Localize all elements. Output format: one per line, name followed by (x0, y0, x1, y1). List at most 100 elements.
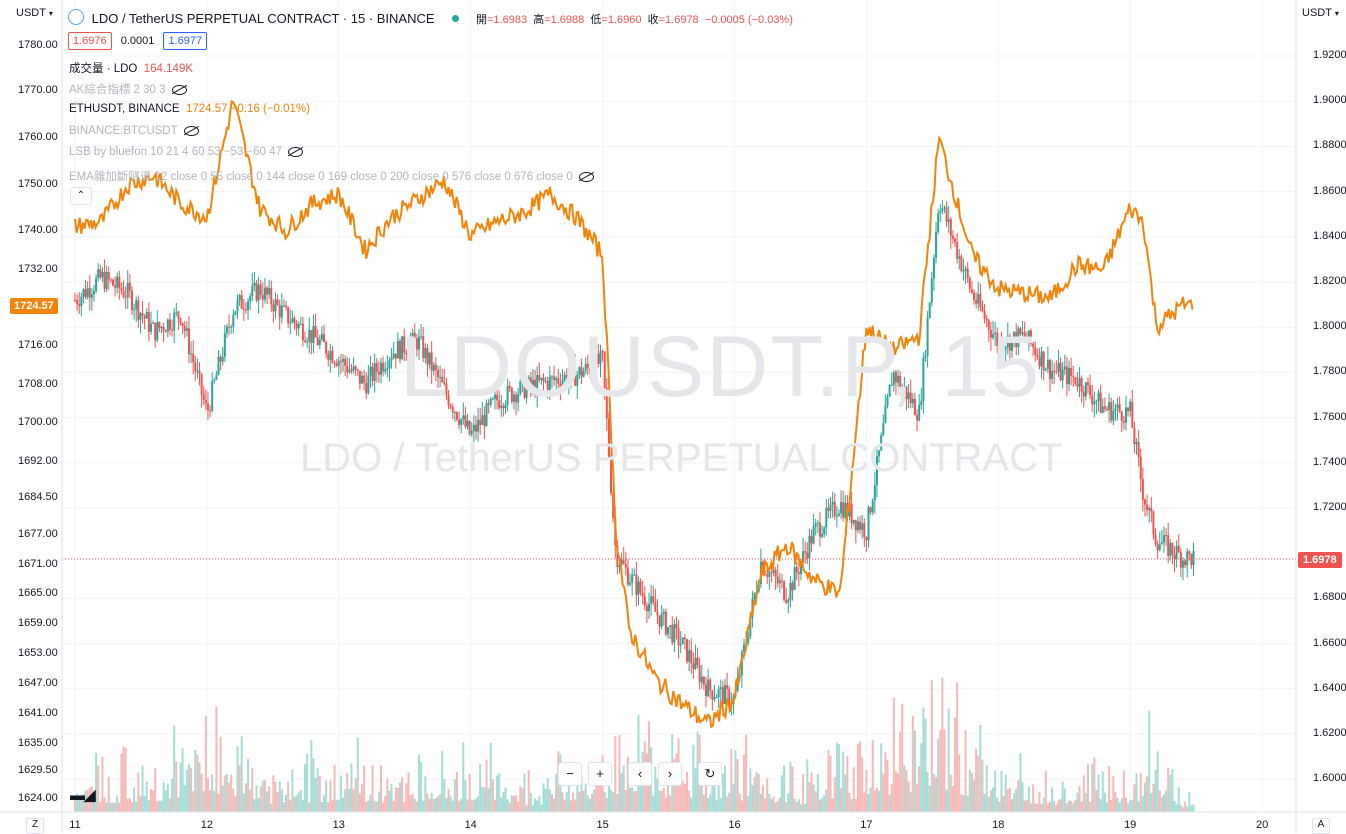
volume-bar (1181, 807, 1184, 812)
volume-bar (863, 792, 866, 812)
volume-bar (1131, 799, 1134, 812)
candle-body (669, 625, 672, 627)
eye-hidden-icon[interactable] (171, 84, 187, 95)
candle-body (145, 312, 148, 319)
candle-body (333, 362, 336, 364)
left-axis-tick: 1692.00 (18, 455, 58, 467)
candle-body (1156, 543, 1159, 551)
buy-button[interactable]: 1.6977 (163, 32, 208, 50)
symbol-header[interactable]: LDO / TetherUS PERPETUAL CONTRACT · 15 ·… (68, 9, 460, 26)
candle-body (508, 385, 511, 389)
volume-bar (154, 767, 157, 812)
ohlc-values: 開=1.6983 高=1.6988 低=1.6960 收=1.6978 −0.0… (476, 14, 793, 26)
candle-body (468, 420, 471, 435)
volume-bar (333, 764, 336, 812)
candle-body (601, 351, 604, 353)
candle-body (1030, 330, 1033, 344)
volume-bar (567, 771, 570, 812)
candle-body (1162, 535, 1165, 543)
candle-body (973, 292, 976, 301)
legend-ema[interactable]: EMA雜加斷隧道 12 close 0 55 close 0 144 close… (69, 168, 594, 184)
zoom-in-icon[interactable]: + (588, 762, 612, 786)
candle-body (945, 207, 948, 222)
candle-body (491, 398, 494, 400)
volume-bar (464, 779, 467, 812)
candle-body (363, 375, 366, 383)
volume-bar (342, 797, 345, 812)
volume-bar (111, 802, 114, 812)
candle-body (1021, 332, 1024, 335)
candle-body (86, 287, 89, 298)
volume-bar (468, 773, 471, 812)
timezone-icon[interactable]: Z (26, 818, 44, 834)
volume-bar (1019, 753, 1022, 812)
candle-body (152, 322, 155, 324)
sell-button[interactable]: 1.6976 (68, 32, 112, 50)
volume-bar (981, 759, 984, 812)
volume-bar (268, 786, 271, 812)
candle-body (143, 315, 146, 319)
candle-body (892, 372, 895, 385)
volume-bar (114, 802, 117, 812)
volume-bar (417, 754, 420, 812)
volume-bar (168, 798, 171, 812)
volume-bar (669, 795, 672, 812)
auto-scale-icon[interactable]: A (1312, 818, 1330, 834)
volume-bar (586, 795, 589, 812)
legend-lsb[interactable]: LSB by bluefon 10 21 4 60 53 −53 −60 47 (69, 146, 303, 158)
volume-bar (620, 773, 623, 812)
candle-body (293, 318, 296, 324)
reset-icon[interactable]: ↻ (698, 762, 722, 786)
volume-bar (133, 787, 136, 812)
volume-bar (527, 770, 530, 812)
legend-ak-indicator[interactable]: AK綜合指標 2 30 3 (69, 81, 187, 97)
candle-body (430, 352, 433, 371)
eye-hidden-icon[interactable] (183, 125, 199, 136)
zoom-out-icon[interactable]: − (558, 762, 582, 786)
volume-bar (344, 789, 347, 812)
candle-body (120, 288, 123, 291)
volume-bar (943, 729, 946, 812)
legend-eth[interactable]: ETHUSDT, BINANCE 1724.57 −0.16 (−0.01%) (69, 103, 310, 115)
candle-body (812, 526, 815, 544)
volume-bar (797, 799, 800, 812)
collapse-legend-icon[interactable]: ⌃ (70, 187, 92, 205)
candle-body (1103, 406, 1106, 409)
right-currency-selector[interactable]: USDT ▾ (1302, 7, 1339, 19)
scroll-left-icon[interactable]: ‹ (628, 762, 652, 786)
volume-bar (289, 799, 292, 812)
candle-body (856, 521, 859, 531)
candle-body (578, 367, 581, 375)
legend-volume[interactable]: 成交量 · LDO 164.149K (69, 63, 194, 75)
volume-bar (1008, 787, 1011, 812)
candle-body (994, 332, 997, 335)
volume-bar (181, 748, 184, 812)
eye-hidden-icon[interactable] (578, 171, 594, 182)
volume-bar (1015, 788, 1018, 812)
candle-body (268, 288, 271, 295)
volume-bar (1150, 793, 1153, 812)
volume-bar (831, 798, 834, 812)
left-currency-selector[interactable]: USDT ▾ (16, 7, 53, 19)
volume-bar (477, 796, 480, 812)
candle-body (371, 366, 374, 381)
eye-hidden-icon[interactable] (287, 146, 303, 157)
volume-bar (787, 793, 790, 812)
candle-body (827, 507, 830, 511)
candle-body (149, 323, 152, 332)
volume-bar (1120, 798, 1123, 812)
scroll-right-icon[interactable]: › (658, 762, 682, 786)
legend-btc[interactable]: BINANCE:BTCUSDT (69, 125, 199, 137)
tradingview-logo-icon[interactable]: ▬◢ (70, 787, 96, 804)
volume-bar (337, 799, 340, 812)
candle-body (616, 545, 619, 568)
candle-body (1105, 408, 1108, 411)
candle-body (962, 270, 965, 272)
volume-bar (1133, 784, 1136, 812)
volume-bar (361, 783, 364, 812)
candle-body (1190, 554, 1193, 565)
candle-body (1141, 479, 1144, 500)
candle-body (859, 521, 862, 530)
candle-body (688, 650, 691, 662)
